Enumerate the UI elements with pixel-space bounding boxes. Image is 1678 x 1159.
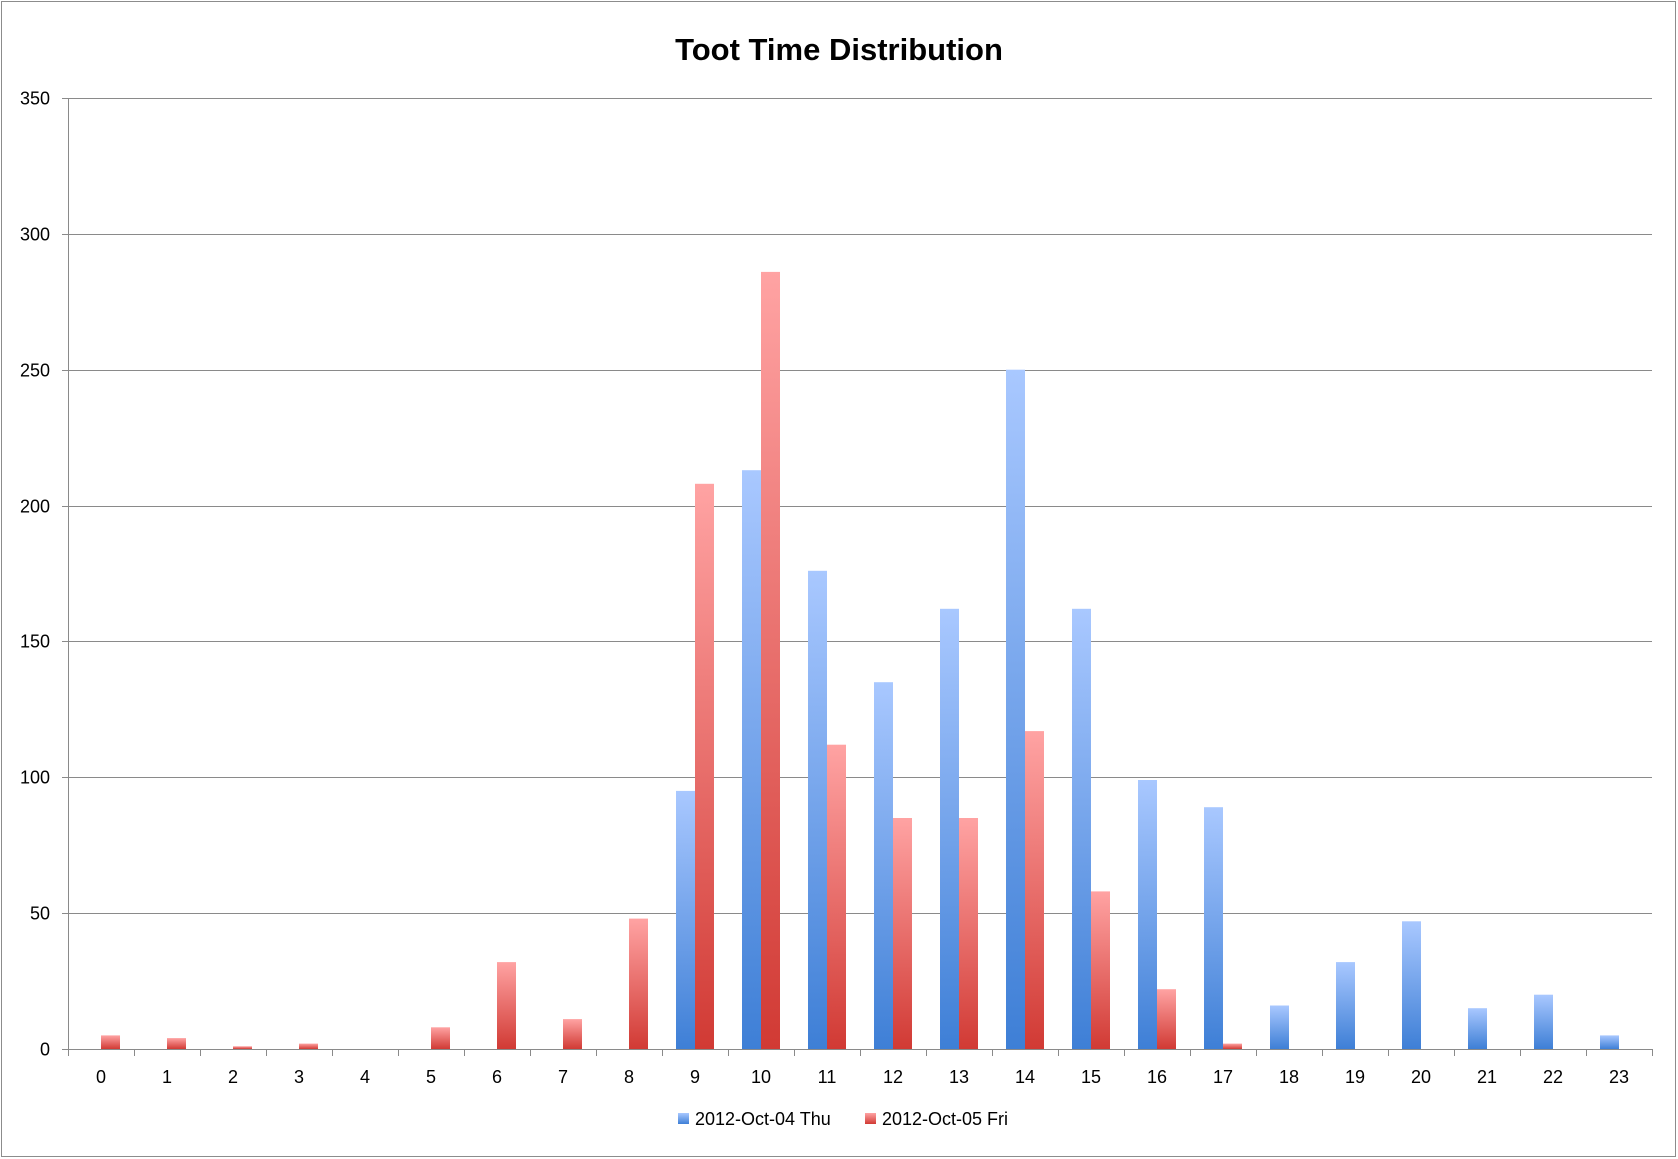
x-tick-label: 7 (558, 1067, 568, 1087)
bar-thu-13 (940, 608, 959, 1049)
bar-fri-0 (101, 1035, 120, 1049)
x-tick-label: 17 (1213, 1067, 1233, 1087)
bar-thu-19 (1336, 962, 1355, 1049)
x-tick-label: 21 (1477, 1067, 1497, 1087)
bar-fri-17 (1223, 1043, 1242, 1049)
x-tick-label: 22 (1543, 1067, 1563, 1087)
y-tick-label: 300 (20, 225, 50, 245)
x-tick-label: 3 (294, 1067, 304, 1087)
bar-fri-14 (1025, 731, 1044, 1049)
x-tick-label: 16 (1147, 1067, 1167, 1087)
x-tick-label: 15 (1081, 1067, 1101, 1087)
y-tick-label: 100 (20, 768, 50, 788)
legend-label-thu: 2012-Oct-04 Thu (695, 1109, 831, 1129)
bar-fri-9 (695, 483, 714, 1049)
x-tick-label: 12 (883, 1067, 903, 1087)
bar-fri-3 (299, 1043, 318, 1049)
legend-swatch-thu (678, 1113, 689, 1124)
bar-fri-8 (629, 918, 648, 1049)
y-tick-label: 200 (20, 497, 50, 517)
bar-thu-9 (676, 790, 695, 1049)
legend-label-fri: 2012-Oct-05 Fri (882, 1109, 1008, 1129)
bar-thu-10 (742, 470, 761, 1049)
bar-fri-16 (1157, 989, 1176, 1049)
x-tick-label: 9 (690, 1067, 700, 1087)
bar-fri-10 (761, 271, 780, 1049)
bar-fri-7 (563, 1019, 582, 1049)
x-tick-label: 14 (1015, 1067, 1035, 1087)
y-tick-label: 50 (30, 904, 50, 924)
legend: 2012-Oct-04 Thu 2012-Oct-05 Fri (678, 1109, 1008, 1129)
legend-swatch-fri (865, 1113, 876, 1124)
x-tick-label: 11 (818, 1067, 837, 1087)
y-tick-label: 350 (20, 89, 50, 109)
bar-thu-23 (1600, 1035, 1619, 1049)
bar-fri-2 (233, 1046, 252, 1049)
bar-thu-18 (1270, 1005, 1289, 1049)
x-tick-label: 8 (624, 1067, 634, 1087)
bar-fri-12 (893, 818, 912, 1049)
bar-thu-21 (1468, 1008, 1487, 1049)
x-tick-label: 10 (751, 1067, 771, 1087)
x-tick-label: 4 (360, 1067, 370, 1087)
bar-thu-20 (1402, 921, 1421, 1049)
bars (101, 271, 1619, 1049)
x-tick-label: 19 (1345, 1067, 1365, 1087)
bar-thu-14 (1006, 369, 1025, 1049)
gridlines (68, 98, 1652, 914)
x-tick-label: 18 (1279, 1067, 1299, 1087)
bar-thu-15 (1072, 608, 1091, 1049)
bar-fri-1 (167, 1038, 186, 1049)
bar-fri-15 (1091, 891, 1110, 1049)
x-tick-label: 6 (492, 1067, 502, 1087)
x-tick-label: 5 (426, 1067, 436, 1087)
bar-thu-22 (1534, 994, 1553, 1049)
bar-fri-11 (827, 744, 846, 1049)
bar-thu-17 (1204, 807, 1223, 1049)
x-tick-label: 20 (1411, 1067, 1431, 1087)
bar-fri-5 (431, 1027, 450, 1049)
bar-thu-16 (1138, 780, 1157, 1049)
bar-fri-13 (959, 818, 978, 1049)
chart-title: Toot Time Distribution (675, 32, 1003, 67)
x-tick-label: 23 (1609, 1067, 1629, 1087)
x-tick-label: 1 (162, 1067, 172, 1087)
y-tick-label: 250 (20, 361, 50, 381)
x-tick-label: 0 (96, 1067, 106, 1087)
bar-thu-11 (808, 570, 827, 1049)
bar-fri-6 (497, 962, 516, 1049)
bar-thu-12 (874, 682, 893, 1049)
y-tick-label: 0 (40, 1040, 50, 1060)
x-tick-label: 2 (228, 1067, 238, 1087)
x-tick-label: 13 (949, 1067, 969, 1087)
y-tick-label: 150 (20, 632, 50, 652)
